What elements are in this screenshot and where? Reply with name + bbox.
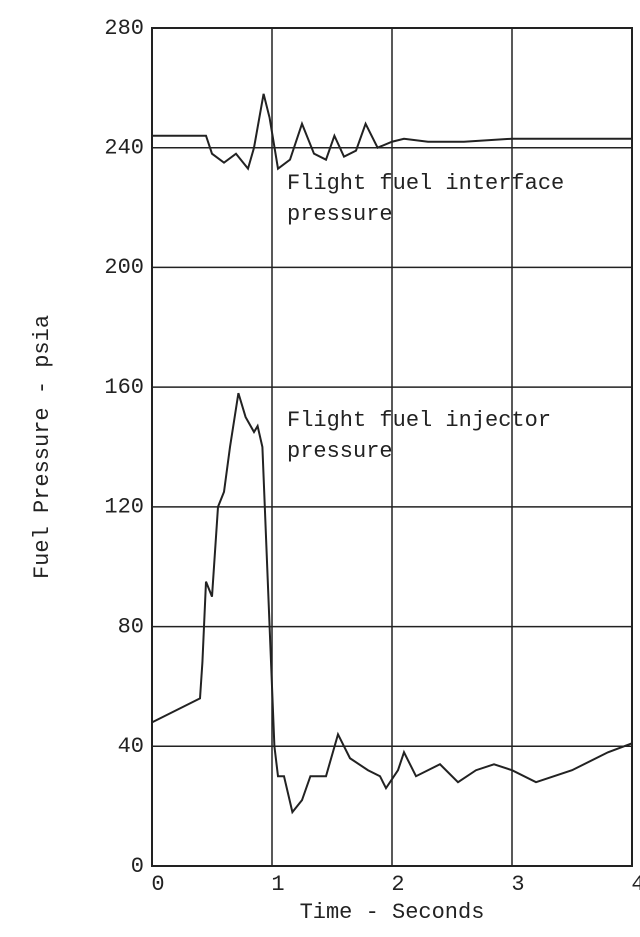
x-tick-label: 1 [271,872,284,897]
annotation: pressure [287,202,393,227]
y-tick-label: 160 [104,375,144,400]
x-tick-label: 4 [631,872,640,897]
x-tick-label: 3 [511,872,524,897]
annotation: Flight fuel interface [287,171,564,196]
y-tick-label: 0 [131,854,144,879]
annotation: Flight fuel injector [287,408,551,433]
y-tick-label: 80 [118,614,144,639]
x-tick-label: 0 [151,872,164,897]
data-line [151,392,633,815]
y-tick-label: 40 [118,734,144,759]
annotation: pressure [287,439,393,464]
y-tick-label: 200 [104,255,144,280]
y-axis-label: Fuel Pressure - psia [30,315,55,579]
y-tick-label: 240 [104,136,144,161]
y-tick-label: 280 [104,16,144,41]
data-line [152,93,632,171]
x-tick-label: 2 [391,872,404,897]
x-axis-label: Time - Seconds [300,900,485,925]
y-tick-label: 120 [104,495,144,520]
